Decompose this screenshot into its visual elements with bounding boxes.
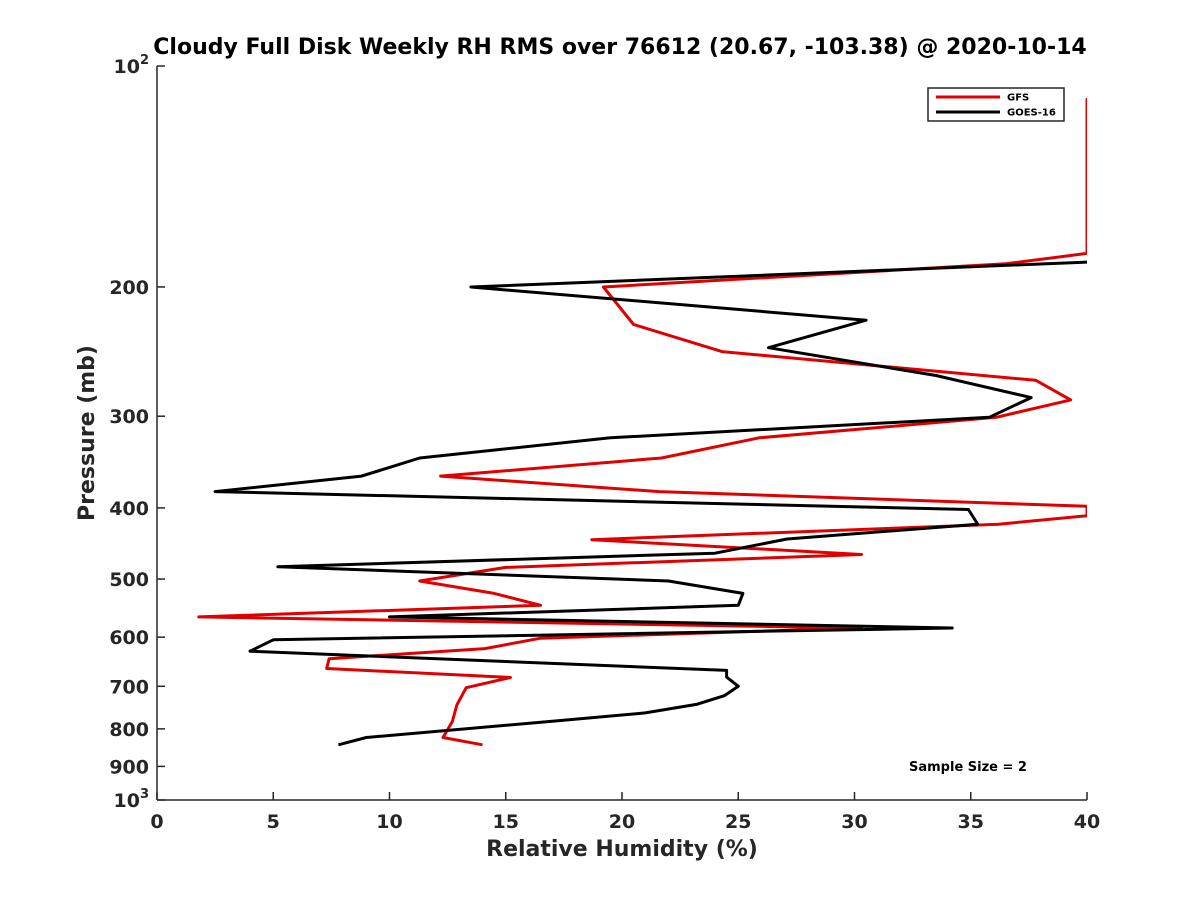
chart-title: Cloudy Full Disk Weekly RH RMS over 7661… — [153, 35, 1086, 60]
x-tick-label: 25 — [725, 811, 751, 833]
x-tick-label: 15 — [493, 811, 519, 833]
y-tick-label: 900 — [109, 756, 149, 778]
y-tick-label: 800 — [109, 719, 149, 741]
series-line-gfs — [197, 97, 1087, 747]
y-tick-label: 500 — [109, 569, 149, 591]
legend-box — [927, 87, 1065, 122]
sample-size-annotation: Sample Size = 2 — [909, 760, 1027, 775]
x-tick-label: 20 — [609, 811, 635, 833]
x-tick-label: 10 — [376, 811, 402, 833]
x-tick-label: 35 — [958, 811, 984, 833]
legend: GFS GOES-16 — [927, 87, 1065, 122]
series-layer — [197, 97, 1087, 747]
y-tick-label: 300 — [109, 406, 149, 428]
y-tick-label: 102 — [114, 53, 150, 78]
y-ticks: 102 200 300 400 500 600 700 800 900 103 — [109, 53, 165, 812]
x-tick-label: 30 — [841, 811, 867, 833]
x-tick-label: 40 — [1074, 811, 1100, 833]
series-line-goes16 — [213, 260, 1087, 747]
x-axis-label: Relative Humidity (%) — [486, 837, 758, 862]
axes — [156, 66, 1087, 801]
y-axis-label: Pressure (mb) — [75, 345, 100, 521]
y-tick-label: 600 — [109, 627, 149, 649]
legend-label-goes16: GOES-16 — [1007, 108, 1056, 119]
legend-label-gfs: GFS — [1007, 93, 1029, 104]
y-tick-label: 200 — [109, 277, 149, 299]
y-tick-label: 400 — [109, 498, 149, 520]
y-tick-label: 103 — [114, 787, 150, 812]
x-tick-label: 0 — [150, 811, 163, 833]
y-tick-label: 700 — [109, 676, 149, 698]
x-tick-label: 5 — [267, 811, 280, 833]
x-ticks: 0 5 10 15 20 25 30 35 40 — [150, 792, 1100, 833]
